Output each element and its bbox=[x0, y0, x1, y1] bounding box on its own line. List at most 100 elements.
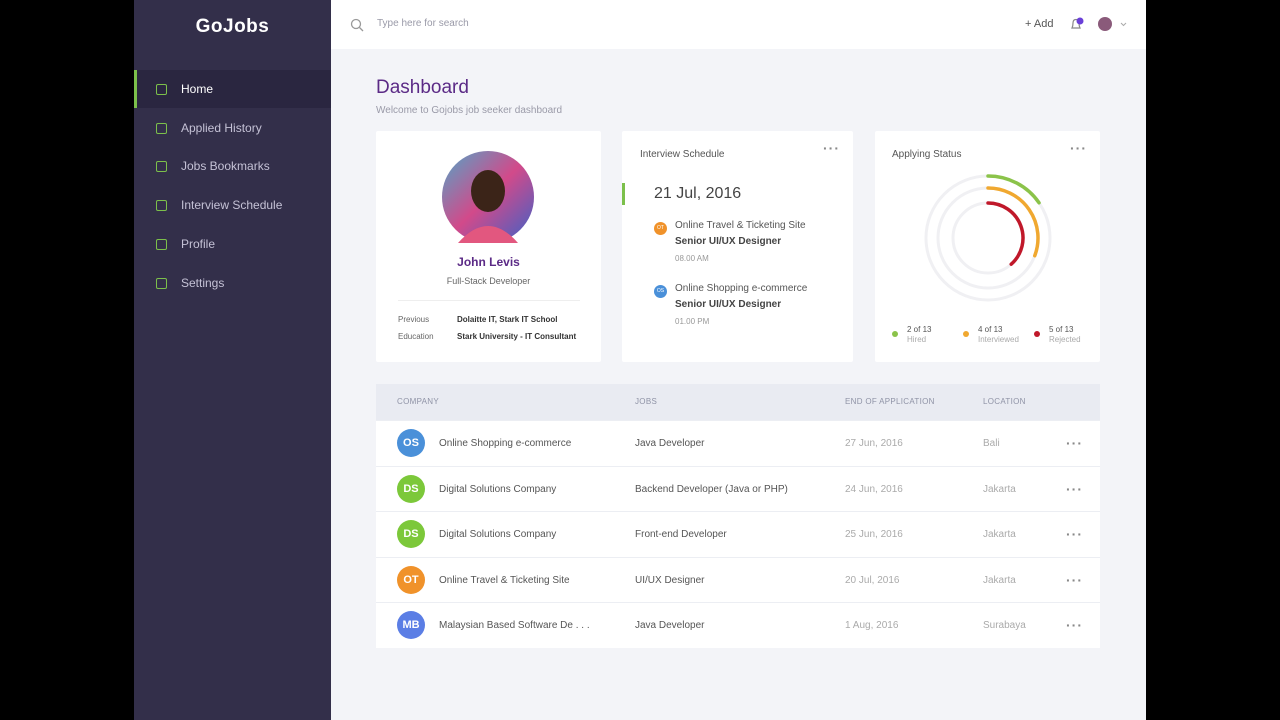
card-menu[interactable]: ··· bbox=[823, 140, 840, 156]
status-rings bbox=[924, 174, 1052, 302]
divider bbox=[398, 300, 580, 301]
interview-time: 08.00 AM bbox=[675, 254, 709, 263]
table-row[interactable]: MB Malaysian Based Software De . . . Java … bbox=[376, 602, 1100, 649]
company-badge: OS bbox=[654, 285, 667, 298]
search-icon bbox=[350, 18, 364, 32]
legend-dot bbox=[1034, 331, 1040, 337]
legend-caption: Interviewed bbox=[978, 335, 1019, 344]
nav-item[interactable]: Profile bbox=[134, 225, 331, 263]
company-name: Online Shopping e-commerce bbox=[439, 438, 572, 449]
main: Type here for search + Add Dashboard Wel… bbox=[331, 0, 1146, 720]
row-menu[interactable]: ··· bbox=[1066, 435, 1083, 451]
end-date: 1 Aug, 2016 bbox=[845, 620, 899, 632]
company-avatar: MB bbox=[397, 611, 425, 640]
profile-name: John Levis bbox=[457, 255, 520, 269]
job-title: Backend Developer (Java or PHP) bbox=[635, 483, 788, 495]
profile-card: John Levis Full-Stack Developer Previous… bbox=[376, 131, 601, 362]
job-title: Java Developer bbox=[635, 438, 705, 449]
table-row[interactable]: DS Digital Solutions Company Front-end Dev… bbox=[376, 511, 1100, 558]
column-header: END OF APPLICATION bbox=[845, 397, 935, 406]
legend-value: 4 of 13 bbox=[978, 325, 1003, 334]
company-avatar: OT bbox=[397, 565, 425, 594]
ring-arc bbox=[986, 186, 1040, 258]
company-name: Malaysian Based Software De . . . bbox=[439, 620, 590, 632]
profile-role: Full-Stack Developer bbox=[446, 276, 531, 286]
interview-card: Interview Schedule ··· 21 Jul, 2016 OT On… bbox=[622, 131, 853, 362]
nav-item[interactable]: Jobs Bookmarks bbox=[134, 147, 331, 185]
legend-caption: Hired bbox=[907, 335, 927, 344]
nav-label: Settings bbox=[181, 275, 225, 290]
nav-icon bbox=[156, 122, 167, 134]
nav-item[interactable]: Interview Schedule bbox=[134, 186, 331, 224]
card-menu[interactable]: ··· bbox=[1070, 140, 1087, 156]
detail-value: Dolaitte IT, Stark IT School bbox=[457, 315, 558, 324]
legend-dot bbox=[892, 331, 898, 337]
column-header: COMPANY bbox=[397, 397, 439, 406]
legend-dot bbox=[963, 331, 969, 337]
interview-position: Senior UI/UX Designer bbox=[675, 236, 782, 247]
interview-position: Senior UI/UX Designer bbox=[675, 299, 782, 310]
nav-label: Profile bbox=[181, 236, 216, 251]
nav-icon bbox=[156, 277, 167, 289]
job-title: Front-end Developer bbox=[635, 529, 727, 541]
location: Jakarta bbox=[983, 574, 1016, 586]
company-avatar: DS bbox=[397, 474, 425, 503]
detail-label: Previous bbox=[398, 315, 430, 324]
avatar bbox=[442, 151, 534, 243]
interview-date: 21 Jul, 2016 bbox=[654, 185, 742, 202]
page-subtitle: Welcome to Gojobs job seeker dashboard bbox=[376, 105, 563, 116]
status-card: Applying Status ··· 2 of 13 Hired 4 of 13 I… bbox=[875, 131, 1100, 362]
nav-item[interactable]: Settings bbox=[134, 264, 331, 302]
company-name: Digital Solutions Company bbox=[439, 529, 557, 541]
nav-icon bbox=[156, 238, 167, 250]
notification-icon[interactable] bbox=[1069, 17, 1085, 33]
column-header: JOBS bbox=[635, 397, 658, 406]
search-input[interactable]: Type here for search bbox=[377, 18, 469, 29]
nav-icon bbox=[156, 161, 167, 173]
location: Surabaya bbox=[983, 620, 1026, 632]
row-menu[interactable]: ··· bbox=[1066, 526, 1083, 543]
table-row[interactable]: DS Digital Solutions Company Backend Devel… bbox=[376, 465, 1100, 512]
end-date: 20 Jul, 2016 bbox=[845, 574, 900, 586]
legend-value: 5 of 13 bbox=[1049, 325, 1074, 334]
row-menu[interactable]: ··· bbox=[1066, 617, 1083, 634]
job-title: Java Developer bbox=[635, 620, 705, 632]
nav-icon bbox=[156, 84, 167, 95]
table-row[interactable]: OS Online Shopping e-commerce Java Develop… bbox=[376, 420, 1100, 466]
ring-arc bbox=[986, 174, 1041, 205]
interview-time: 01.00 PM bbox=[675, 317, 710, 326]
nav-label: Home bbox=[181, 82, 214, 96]
table-header: COMPANY JOBS END OF APPLICATION LOCATION bbox=[376, 384, 1100, 420]
nav-icon bbox=[156, 200, 167, 212]
nav-item[interactable]: Home bbox=[134, 70, 331, 108]
row-menu[interactable]: ··· bbox=[1066, 480, 1083, 497]
row-menu[interactable]: ··· bbox=[1066, 571, 1083, 588]
jobs-table: COMPANY JOBS END OF APPLICATION LOCATION OS… bbox=[376, 384, 1100, 649]
company-name: Online Travel & Ticketing Site bbox=[439, 574, 570, 586]
page-title: Dashboard bbox=[376, 77, 469, 98]
legend-value: 2 of 13 bbox=[907, 325, 932, 334]
card-title: Interview Schedule bbox=[640, 149, 725, 160]
detail-label: Education bbox=[398, 332, 434, 341]
location: Bali bbox=[983, 438, 1000, 449]
sidebar: GoJobs Home Applied History Jobs Bookmarks… bbox=[134, 0, 331, 720]
company-avatar: DS bbox=[397, 520, 425, 549]
nav-label: Jobs Bookmarks bbox=[181, 159, 270, 174]
legend-caption: Rejected bbox=[1049, 335, 1081, 344]
nav-item[interactable]: Applied History bbox=[134, 109, 331, 147]
table-row[interactable]: OT Online Travel & Ticketing Site UI/UX De… bbox=[376, 556, 1100, 603]
company-avatar: OS bbox=[397, 429, 425, 457]
date-marker bbox=[622, 183, 625, 205]
detail-value: Stark University - IT Consultant bbox=[457, 332, 577, 341]
column-header: LOCATION bbox=[983, 397, 1026, 406]
location: Jakarta bbox=[983, 483, 1016, 495]
interview-company: Online Shopping e-commerce bbox=[675, 283, 808, 294]
nav-label: Interview Schedule bbox=[181, 198, 283, 213]
location: Jakarta bbox=[983, 529, 1016, 541]
user-menu[interactable] bbox=[1097, 16, 1127, 32]
end-date: 24 Jun, 2016 bbox=[845, 483, 903, 495]
interview-company: Online Travel & Ticketing Site bbox=[675, 220, 806, 231]
company-badge: OT bbox=[654, 222, 667, 235]
add-button[interactable]: + Add bbox=[1025, 18, 1054, 30]
